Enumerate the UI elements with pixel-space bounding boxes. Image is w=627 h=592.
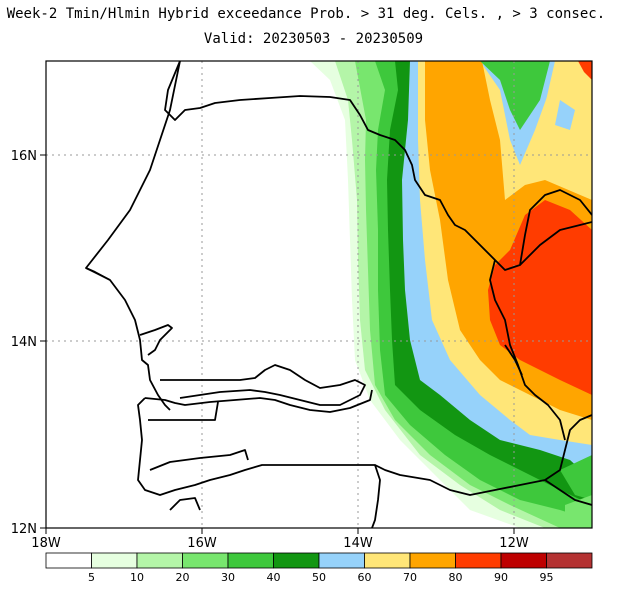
- colorbar-label: 80: [449, 571, 463, 584]
- border-inner-mali: [519, 221, 592, 266]
- colorbar-label: 70: [403, 571, 417, 584]
- colorbar-swatch: [45, 552, 92, 569]
- colorbar-swatch: [227, 552, 274, 569]
- colorbar-swatch: [500, 552, 547, 569]
- gambia-southern-line: [148, 401, 219, 421]
- country-borders: [85, 61, 592, 528]
- contour-50-north: [555, 100, 575, 130]
- lon-tick-label: 12W: [499, 536, 529, 551]
- colorbar-swatch: [136, 552, 183, 569]
- atlantic-coast: [85, 61, 181, 411]
- lat-tick-label: 14N: [11, 335, 37, 350]
- colorbar-swatch: [409, 552, 456, 569]
- cap-vert-peninsula: [85, 267, 111, 281]
- lat-axis: [40, 154, 46, 529]
- colorbar-label: 60: [358, 571, 372, 584]
- colorbar-swatch: [273, 552, 320, 569]
- gambia-river-south-border: [144, 389, 373, 413]
- saloum-islands: [139, 324, 173, 356]
- colorbar-label: 90: [494, 571, 508, 584]
- lon-tick-label: 14W: [343, 536, 373, 551]
- lat-tick-label: 12N: [11, 522, 37, 537]
- colorbar-label: 20: [176, 571, 190, 584]
- lon-axis: [45, 528, 515, 534]
- colorbar-label: 10: [130, 571, 144, 584]
- map-title: S Week-2 Tmin/Hlmin Hybrid exceedance Pr…: [0, 6, 606, 22]
- lon-tick-label: 18W: [31, 536, 61, 551]
- contour-30-south: [560, 455, 592, 500]
- colorbar-swatch: [364, 552, 411, 569]
- contour-80-north: [578, 61, 592, 80]
- colorbar-label: 30: [221, 571, 235, 584]
- colorbar-label: 50: [312, 571, 326, 584]
- gambia-river-north-border: [160, 364, 366, 406]
- colorbar-label: 5: [88, 571, 95, 584]
- contour-30-north: [480, 61, 550, 130]
- casamance-coast: [137, 397, 381, 528]
- bissau-estuary: [169, 497, 201, 511]
- east-border-guinea: [374, 414, 592, 496]
- colorbar-label: 95: [540, 571, 554, 584]
- colorbar-swatch: [318, 552, 365, 569]
- colorbar-label: 40: [267, 571, 281, 584]
- contour-60-north: [545, 61, 592, 150]
- lon-tick-label: 16W: [187, 536, 217, 551]
- colorbar: 5 10 20 30 40 50 60 70 80 90 95: [45, 552, 593, 584]
- gridlines: [46, 61, 592, 528]
- falemme-river: [504, 344, 523, 376]
- map-valid-dates: Valid: 20230503 - 20230509: [203, 31, 424, 47]
- probability-shading: [310, 61, 592, 528]
- casamance-river: [149, 449, 249, 471]
- map-frame: [45, 60, 593, 529]
- lat-tick-label: 16N: [11, 149, 37, 164]
- south-sea-coast: [544, 479, 592, 506]
- colorbar-swatch: [455, 552, 502, 569]
- colorbar-swatch: [91, 552, 138, 569]
- colorbar-swatch: [182, 552, 229, 569]
- colorbar-swatch: [546, 552, 593, 569]
- coastline-and-north-border: [164, 61, 592, 271]
